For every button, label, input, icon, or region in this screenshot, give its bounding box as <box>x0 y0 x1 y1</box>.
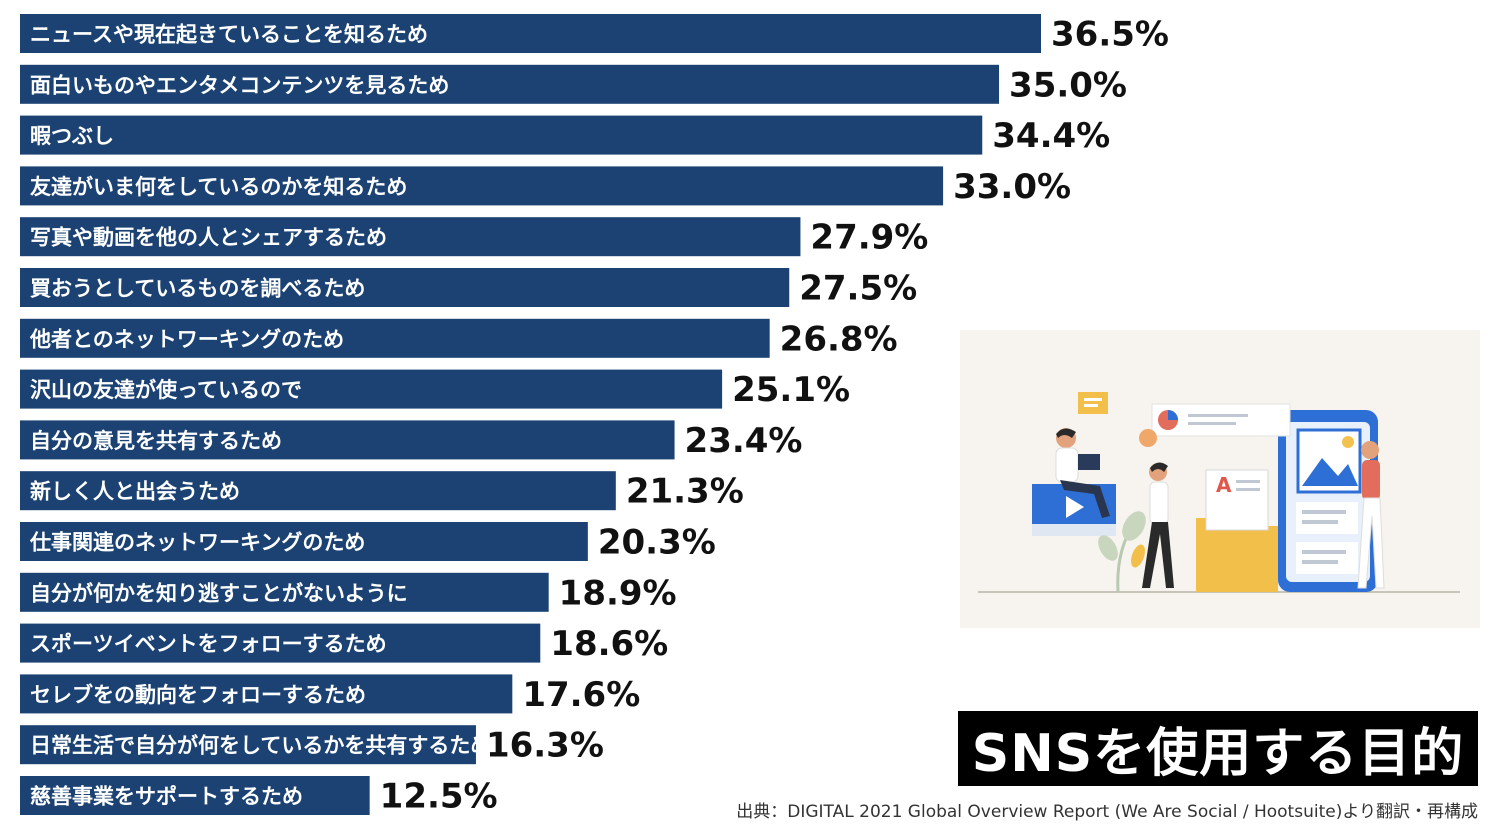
bar <box>20 64 1000 104</box>
bar-value-label: 17.6% <box>522 675 640 715</box>
bar <box>20 420 675 460</box>
bar-category-label: 面白いものやエンタメコンテンツを見るため <box>30 73 449 97</box>
bar <box>20 623 541 663</box>
social-media-people-illustration: A <box>978 392 1460 593</box>
bar <box>20 725 476 765</box>
bar-value-label: 27.9% <box>810 218 928 258</box>
source-citation: 出典：DIGITAL 2021 Global Overview Report (… <box>736 802 1478 822</box>
sns-illustration: A <box>960 330 1480 628</box>
bar-category-label: 暇つぶし <box>30 124 114 148</box>
bar-value-label: 21.3% <box>626 472 744 512</box>
bar-value-label: 12.5% <box>380 777 498 817</box>
bar <box>20 522 588 561</box>
chart-title-box: SNSを使用する目的 <box>958 711 1478 786</box>
bar <box>20 572 549 612</box>
bar-category-label: 写真や動画を他の人とシェアするため <box>30 226 387 250</box>
bar <box>20 14 1041 53</box>
bar-value-label: 16.3% <box>486 726 604 766</box>
bar-category-label: 自分の意見を共有するため <box>30 429 282 453</box>
bar-category-label: 新しく人と出会うため <box>30 480 240 504</box>
bar <box>20 369 723 409</box>
bar <box>20 268 790 307</box>
bar-value-label: 34.4% <box>992 116 1110 156</box>
bar-category-label: 仕事関連のネットワーキングのため <box>29 531 365 555</box>
svg-text:A: A <box>1216 473 1232 497</box>
bar-category-label: 自分が何かを知り逃すことがないように <box>30 581 408 605</box>
bar <box>20 674 513 714</box>
bar <box>20 776 370 815</box>
chart-title: SNSを使用する目的 <box>971 724 1465 784</box>
bar-value-label: 27.5% <box>799 269 917 309</box>
bar-category-label: 買おうとしているものを調べるため <box>30 277 365 301</box>
bar-value-label: 18.6% <box>550 624 668 664</box>
bar-value-label: 33.0% <box>953 167 1071 207</box>
bar-value-label: 25.1% <box>732 370 850 410</box>
bar <box>20 115 983 155</box>
bar-category-label: 友達がいま何をしているのかを知るため <box>30 175 407 199</box>
bar-value-label: 26.8% <box>780 319 898 359</box>
bar <box>20 217 801 257</box>
bar-category-label: スポーツイベントをフォローするため <box>30 632 387 656</box>
bar-category-label: 沢山の友達が使っているので <box>30 378 302 402</box>
bar-category-label: 他者とのネットワーキングのため <box>29 327 344 351</box>
bar-value-label: 20.3% <box>598 523 716 563</box>
bar-value-label: 18.9% <box>559 573 677 613</box>
bar-value-label: 36.5% <box>1051 15 1169 55</box>
bar-value-label: 35.0% <box>1009 65 1127 105</box>
bar-category-label: 日常生活で自分が何をしているかを共有するため <box>30 734 491 758</box>
bar <box>20 166 944 206</box>
bar-category-label: セレブをの動向をフォローするため <box>30 683 366 707</box>
bar-category-label: ニュースや現在起きていることを知るため <box>30 23 428 47</box>
bar <box>20 471 616 511</box>
bar <box>20 318 770 358</box>
bar-category-label: 慈善事業をサポートするため <box>30 785 303 809</box>
bar-value-label: 23.4% <box>685 421 803 461</box>
